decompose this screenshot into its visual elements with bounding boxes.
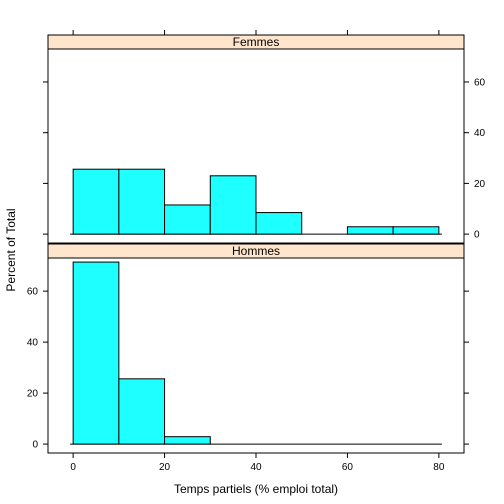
- y-tick-label: 0: [474, 230, 480, 241]
- x-tick-label: 0: [70, 462, 76, 473]
- panel-hommes: Hommes 0 20 40 60 0 20 40 60 80: [27, 243, 469, 473]
- x-tick-label: 40: [250, 462, 262, 473]
- y-tick-label: 40: [474, 128, 486, 139]
- bar: [164, 204, 211, 235]
- x-axis-label: Temps partiels (% emploi total): [174, 482, 338, 496]
- y-tick-label: 60: [474, 77, 486, 88]
- bar: [164, 436, 211, 445]
- x-tick-label: 80: [433, 462, 445, 473]
- x-tick-label: 60: [342, 462, 354, 473]
- bar: [209, 175, 257, 235]
- strip-label-hommes: Hommes: [232, 244, 280, 258]
- y-tick-label: 20: [474, 179, 486, 190]
- panel-frame: [47, 48, 465, 244]
- bar: [255, 212, 303, 235]
- y-tick-label: 0: [32, 440, 38, 451]
- panel-femmes: Femmes 0 20 40 60: [43, 30, 486, 244]
- bar: [392, 226, 440, 235]
- bar: [118, 378, 166, 445]
- panels: Femmes 0 20 40 60 Hommes 0 20 40 60 0 20 40 60 80: [27, 30, 486, 473]
- y-axis-label: Percent of Total: [4, 208, 18, 291]
- y-tick-label: 60: [27, 287, 39, 298]
- y-tick-label: 20: [27, 389, 39, 400]
- bar: [72, 261, 120, 445]
- bar: [346, 226, 394, 235]
- bar: [72, 168, 120, 235]
- y-tick-label: 40: [27, 338, 39, 349]
- x-tick-label: 20: [159, 462, 171, 473]
- strip-label-femmes: Femmes: [233, 35, 280, 49]
- bar: [118, 168, 166, 235]
